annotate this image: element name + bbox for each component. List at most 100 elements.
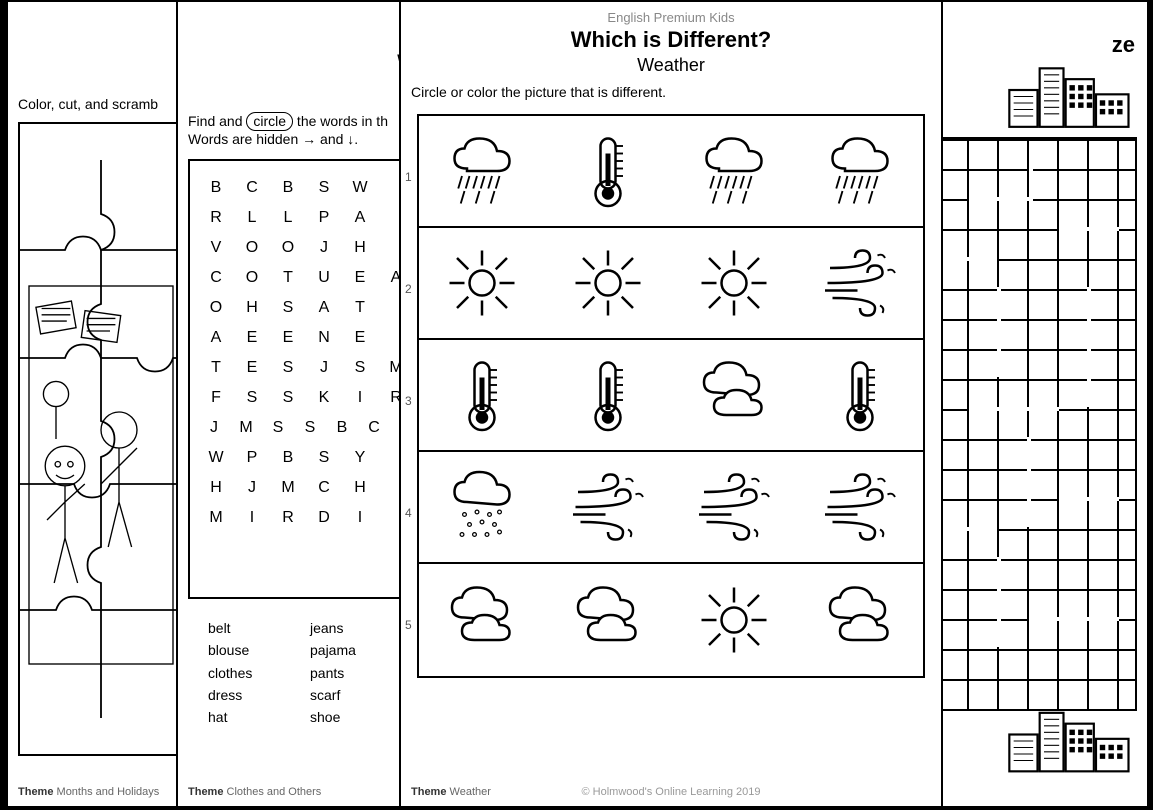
clouds-icon[interactable] — [545, 564, 671, 676]
grid-cell: C — [358, 413, 390, 443]
grid-cell: O — [270, 233, 306, 263]
word-item: shoe — [310, 706, 412, 728]
theme-footer: Theme Months and Holidays — [18, 786, 159, 798]
grid-cell: M — [270, 473, 306, 503]
grid-cell: B — [270, 173, 306, 203]
grid-cell: L — [270, 203, 306, 233]
grid-cell: C — [234, 173, 270, 203]
grid-cell: R — [198, 203, 234, 233]
grid-cell: I — [234, 503, 270, 533]
word-item: hat — [208, 706, 310, 728]
wordsearch-grid: BCBSWRLLPAVOOJHCOTUEAOHSATAEENETESJSMFSS… — [188, 159, 422, 599]
instruction-text: Color, cut, and scramb — [8, 2, 180, 116]
grid-cell: H — [342, 233, 378, 263]
word-item: clothes — [208, 662, 310, 684]
clouds-icon[interactable] — [419, 564, 545, 676]
grid-cell: N — [306, 323, 342, 353]
grid-cell: R — [270, 503, 306, 533]
grid-cell: F — [198, 383, 234, 413]
word-item: dress — [208, 684, 310, 706]
title-partial: ze — [941, 32, 1147, 58]
thermometer-icon[interactable] — [419, 340, 545, 450]
grid-cell: S — [270, 353, 306, 383]
grid-cell: W — [198, 443, 234, 473]
grid-cell: T — [198, 353, 234, 383]
grid-cell: S — [262, 413, 294, 443]
instruction-text: Find and circle the words in th Words ar… — [178, 104, 422, 151]
wind-icon[interactable] — [797, 452, 923, 562]
grid-cell: E — [342, 323, 378, 353]
copyright: © Holmwood's Online Learning 2019 — [401, 786, 941, 798]
clouds-icon[interactable] — [797, 564, 923, 676]
worksheet-which-different: English Premium Kids Which is Different?… — [399, 0, 943, 808]
grid-cell: P — [234, 443, 270, 473]
clouds-icon[interactable] — [671, 340, 797, 450]
grid-cell: C — [198, 263, 234, 293]
puzzle-image — [18, 122, 182, 756]
grid-cell: I — [342, 383, 378, 413]
sun-icon[interactable] — [671, 564, 797, 676]
city-icon — [1005, 58, 1135, 133]
grid-cell: U — [306, 263, 342, 293]
brand-partial: E — [178, 25, 422, 48]
page-subtitle: Weather — [401, 55, 941, 76]
row-number: 2 — [405, 282, 412, 296]
title-partial: W — [178, 50, 422, 76]
thermometer-icon[interactable] — [797, 340, 923, 450]
thermometer-icon[interactable] — [545, 116, 671, 226]
theme-footer: Theme Clothes and Others — [188, 786, 321, 798]
rain-icon[interactable] — [671, 116, 797, 226]
grid-cell: J — [198, 413, 230, 443]
sun-icon[interactable] — [545, 228, 671, 338]
grid-cell: M — [230, 413, 262, 443]
grid-cell: S — [234, 383, 270, 413]
grid-cell: E — [234, 323, 270, 353]
grid-cell: W — [342, 173, 378, 203]
worksheet-puzzle: Color, cut, and scramb — [6, 0, 182, 808]
sun-icon[interactable] — [419, 228, 545, 338]
grid-cell: S — [270, 293, 306, 323]
grid-cell: A — [342, 203, 378, 233]
worksheet-maze: ze — [939, 0, 1149, 808]
grid-cell: E — [342, 263, 378, 293]
brand-header: English Premium Kids — [401, 2, 941, 25]
snow-icon[interactable] — [419, 452, 545, 562]
rain-icon[interactable] — [797, 116, 923, 226]
word-item: belt — [208, 617, 310, 639]
grid-cell: B — [198, 173, 234, 203]
grid-cell: H — [198, 473, 234, 503]
word-item: pajama — [310, 639, 412, 661]
grid-cell: P — [306, 203, 342, 233]
grid-cell: I — [342, 503, 378, 533]
wind-icon[interactable] — [545, 452, 671, 562]
circled-word: circle — [246, 112, 293, 131]
grid-cell: D — [306, 503, 342, 533]
grid-cell: K — [306, 383, 342, 413]
grid-cell: A — [306, 293, 342, 323]
grid-cell: C — [306, 473, 342, 503]
word-item: scarf — [310, 684, 412, 706]
grid-cell: S — [306, 443, 342, 473]
thermometer-icon[interactable] — [545, 340, 671, 450]
sun-icon[interactable] — [671, 228, 797, 338]
row-number: 5 — [405, 618, 412, 632]
wind-icon[interactable] — [671, 452, 797, 562]
grid-cell: V — [198, 233, 234, 263]
row-number: 4 — [405, 506, 412, 520]
grid-cell: M — [198, 503, 234, 533]
grid-cell: S — [306, 173, 342, 203]
row-number: 3 — [405, 394, 412, 408]
row-number: 1 — [405, 170, 412, 184]
grid-cell: E — [234, 353, 270, 383]
grid-cell: B — [326, 413, 358, 443]
grid-cell: H — [342, 473, 378, 503]
grid-cell: S — [270, 383, 306, 413]
worksheet-wordsearch: English Premium Kids E W Find and circle… — [176, 0, 424, 808]
rain-icon[interactable] — [419, 116, 545, 226]
grid-cell: O — [198, 293, 234, 323]
grid-cell: E — [270, 323, 306, 353]
word-list: beltblouseclothesdresshat jeanspajamapan… — [178, 599, 422, 729]
grid-cell: B — [270, 443, 306, 473]
wind-icon[interactable] — [797, 228, 923, 338]
grid-cell: J — [234, 473, 270, 503]
